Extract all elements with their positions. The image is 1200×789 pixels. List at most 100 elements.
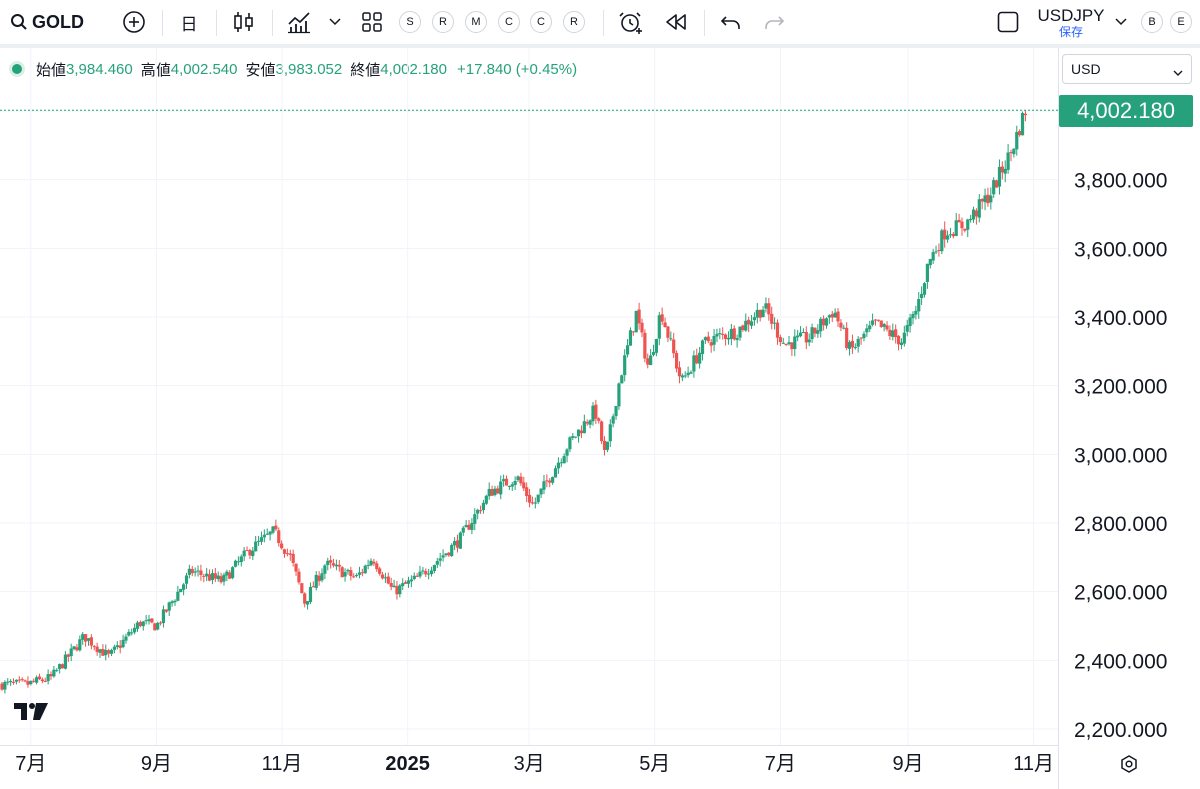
high-value: 4,002.540 <box>170 60 238 78</box>
layout-grid-icon[interactable] <box>360 0 384 44</box>
candle-body <box>409 579 413 582</box>
candle-body <box>92 646 96 648</box>
candle-body <box>210 573 215 580</box>
candle-body <box>170 601 174 604</box>
candle-body <box>591 405 595 422</box>
candle-body <box>856 338 860 347</box>
candle-body <box>254 541 258 552</box>
chevron-down-icon[interactable] <box>328 0 342 44</box>
pill-button[interactable]: M <box>465 0 487 44</box>
candle-body <box>383 577 388 579</box>
candle-body <box>865 328 869 333</box>
pill-button-b[interactable]: B <box>1141 0 1163 44</box>
candle-body <box>692 355 696 372</box>
candle-body <box>917 299 921 312</box>
candle-body <box>1009 152 1013 154</box>
candle-body <box>179 588 183 593</box>
candle-body <box>810 327 814 340</box>
candle-body <box>770 313 774 324</box>
candle-body <box>533 502 537 504</box>
candle-body <box>213 573 217 579</box>
candle-body <box>957 219 961 223</box>
candle-body <box>859 337 863 339</box>
candle-body <box>738 326 742 338</box>
chevron-down-icon <box>1173 64 1183 80</box>
candle-body <box>81 634 85 640</box>
chevron-down-icon[interactable] <box>1114 0 1128 44</box>
pill-button-e[interactable]: E <box>1170 0 1192 44</box>
pill-button[interactable]: S <box>399 0 421 44</box>
candle-body <box>29 680 33 685</box>
candle-body <box>536 494 540 503</box>
candle-body <box>32 680 36 682</box>
candle-body <box>617 383 621 407</box>
pill-button[interactable]: C <box>530 0 552 44</box>
candle-body <box>196 570 200 572</box>
candle-body <box>914 310 918 315</box>
candle-body <box>72 646 76 650</box>
compare-symbol[interactable]: USDJPY 保存 <box>1034 6 1108 39</box>
candle-body <box>239 556 243 563</box>
candle-body <box>709 342 713 346</box>
candle-body <box>669 338 673 340</box>
candle-body <box>259 537 264 542</box>
candle-body <box>334 564 339 567</box>
candle-body <box>435 561 439 565</box>
candle-body <box>646 358 650 365</box>
candle-body <box>726 337 731 340</box>
candle-body <box>879 320 883 327</box>
currency-select[interactable]: USD <box>1062 54 1192 84</box>
candle-body <box>121 639 125 648</box>
x-tick-label: 2025 <box>385 753 430 775</box>
candle-body <box>735 338 739 341</box>
save-label[interactable]: 保存 <box>1058 25 1083 39</box>
candle-body <box>628 330 633 346</box>
candle-body <box>256 540 261 542</box>
candle-body <box>130 632 134 634</box>
candle-body <box>0 683 4 690</box>
indicators-icon[interactable] <box>286 0 312 44</box>
candle-body <box>562 456 566 464</box>
interval-button[interactable]: 日 <box>180 14 198 35</box>
candle-body <box>813 327 817 334</box>
pill-button[interactable]: R <box>563 0 585 44</box>
candle-body <box>548 480 552 483</box>
replay-icon[interactable] <box>665 0 689 44</box>
candle-body <box>153 623 157 631</box>
candle-body <box>461 527 465 533</box>
candle-style-icon[interactable] <box>232 0 256 44</box>
market-status-dot <box>12 64 22 74</box>
add-symbol-button[interactable] <box>121 0 147 44</box>
candle-body <box>6 681 10 683</box>
pill-button[interactable]: R <box>432 0 454 44</box>
candle-body <box>922 283 927 295</box>
candle-body <box>144 620 148 622</box>
candle-body <box>109 649 114 654</box>
candle-body <box>934 251 938 253</box>
candle-body <box>305 601 310 605</box>
candle-body <box>510 484 514 487</box>
alert-clock-icon[interactable] <box>618 0 644 44</box>
redo-icon[interactable] <box>762 0 786 44</box>
candle-body <box>839 322 843 328</box>
candle-body <box>372 561 376 564</box>
pill-button[interactable]: C <box>498 0 520 44</box>
candle-body <box>1012 148 1016 155</box>
candle-body <box>320 573 324 581</box>
candle-body <box>660 314 664 322</box>
candle-body <box>464 525 468 528</box>
candle-body <box>176 591 180 601</box>
candle-body <box>86 638 91 641</box>
candle-body <box>89 637 93 646</box>
undo-icon[interactable] <box>719 0 743 44</box>
candle-body <box>403 582 408 584</box>
symbol-name[interactable]: GOLD <box>32 11 84 32</box>
candle-body <box>674 353 679 369</box>
candle-body <box>343 572 347 577</box>
search-icon[interactable] <box>8 0 30 44</box>
compare-checkbox[interactable] <box>996 0 1020 44</box>
candle-body <box>216 575 220 580</box>
candle-body <box>871 320 875 325</box>
candle-body <box>127 631 131 636</box>
